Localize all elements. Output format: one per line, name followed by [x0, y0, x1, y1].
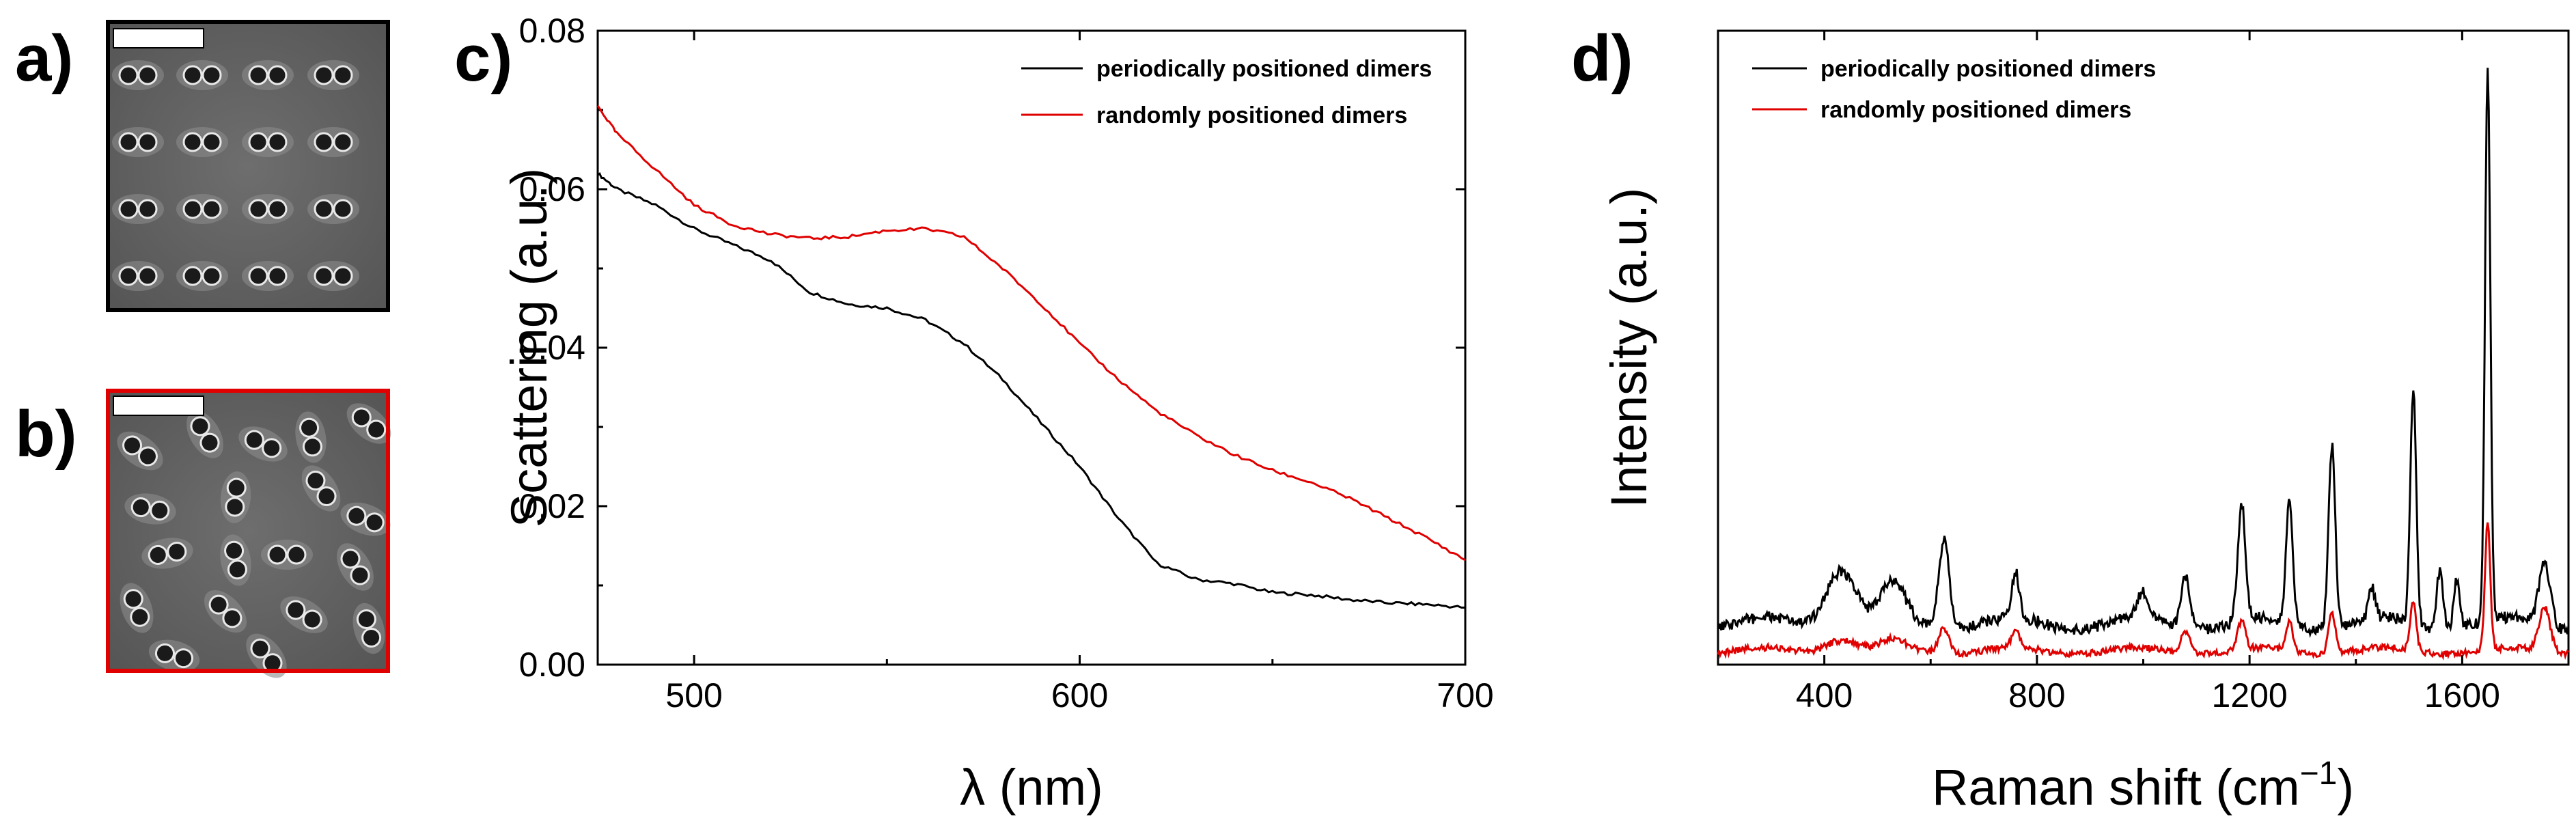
dimer	[242, 127, 294, 157]
x-tick-label: 600	[1051, 676, 1108, 715]
y-tick-label: 0.06	[519, 170, 585, 208]
image-border-a	[106, 20, 390, 312]
x-tick-label: 1200	[2212, 676, 2288, 715]
scale-bar	[113, 28, 204, 48]
dimer	[117, 431, 163, 471]
series-group	[596, 105, 1466, 609]
dimer	[242, 194, 294, 224]
dimer	[176, 194, 228, 224]
series-line-periodic	[597, 171, 1465, 609]
sem-image-random	[106, 389, 391, 678]
legend-label-random: randomly positioned dimers	[1096, 102, 1407, 128]
dimer	[295, 411, 327, 463]
dimer	[307, 194, 359, 224]
dimer	[337, 543, 374, 591]
x-tick-label: 800	[2008, 676, 2065, 715]
axis-ticks: 500 600 700 0.00 0.02 0.04 0.06 0.08	[519, 12, 1494, 715]
series-line-periodic	[1717, 68, 2570, 639]
y-axis-label: Scattering (a.u.)	[501, 168, 557, 527]
panel-label-c: c)	[454, 22, 512, 95]
scattering-chart: 500 600 700 0.00 0.02 0.04 0.06 0.08 λ (nm) Sca…	[501, 12, 1494, 816]
random-dimer-array	[117, 403, 391, 678]
dimer	[346, 403, 391, 444]
dimer	[220, 471, 251, 523]
dimer	[176, 60, 228, 90]
x-axis-label: λ (nm)	[960, 759, 1103, 816]
panel-label-a: a)	[15, 22, 73, 95]
dimer	[176, 261, 228, 291]
dimer	[280, 596, 328, 633]
legend-label-random: randomly positioned dimers	[1820, 97, 2131, 123]
dimer	[204, 590, 247, 633]
series-group	[1717, 68, 2570, 661]
legend: periodically positioned dimers randomly …	[1752, 56, 2156, 123]
legend-label-periodic: periodically positioned dimers	[1096, 56, 1432, 82]
dimer	[352, 602, 385, 654]
dimer	[242, 60, 294, 90]
legend-label-periodic: periodically positioned dimers	[1820, 56, 2156, 82]
y-tick-label: 0.00	[519, 646, 585, 684]
panel-label-b: b)	[15, 398, 77, 471]
x-tick-label: 400	[1796, 676, 1853, 715]
sem-image-periodic	[106, 20, 390, 312]
series-line-random	[1717, 522, 2570, 661]
dimer	[176, 127, 228, 157]
dimer	[124, 493, 176, 525]
x-tick-label: 1600	[2424, 676, 2500, 715]
x-tick-label: 700	[1437, 676, 1493, 715]
x-tick-label: 500	[665, 676, 722, 715]
x-axis-label: Raman shift (cm−1)	[1932, 755, 2354, 816]
y-tick-label: 0.02	[519, 487, 585, 525]
raman-chart: 400 800 1200 1600 Raman shift (cm−1) Intens…	[1601, 29, 2570, 816]
dimer	[238, 426, 288, 462]
scale-bar	[113, 396, 204, 416]
dimer	[307, 261, 359, 291]
dimer	[261, 540, 313, 570]
dimer	[220, 534, 251, 586]
legend: periodically positioned dimers randomly …	[1021, 56, 1432, 128]
dimer	[112, 261, 164, 291]
dimer	[186, 411, 223, 458]
dimer	[141, 538, 193, 569]
y-tick-label: 0.08	[519, 12, 585, 50]
dimer	[120, 583, 154, 633]
image-border-b	[106, 389, 390, 673]
y-axis-label: Intensity (a.u.)	[1601, 188, 1657, 508]
axis-ticks: 400 800 1200 1600	[1717, 31, 2570, 715]
dimer	[112, 60, 164, 90]
dimer	[307, 127, 359, 157]
panel-label-d: d)	[1571, 22, 1633, 95]
dimer	[112, 127, 164, 157]
dimer	[112, 194, 164, 224]
dimer	[148, 639, 200, 672]
dimer	[242, 261, 294, 291]
dimer	[301, 465, 341, 512]
series-line-random	[596, 105, 1466, 561]
periodic-dimer-array	[112, 60, 359, 291]
dimer	[307, 60, 359, 90]
y-tick-label: 0.04	[519, 329, 585, 367]
dimer	[340, 502, 391, 536]
dimer	[246, 633, 287, 678]
